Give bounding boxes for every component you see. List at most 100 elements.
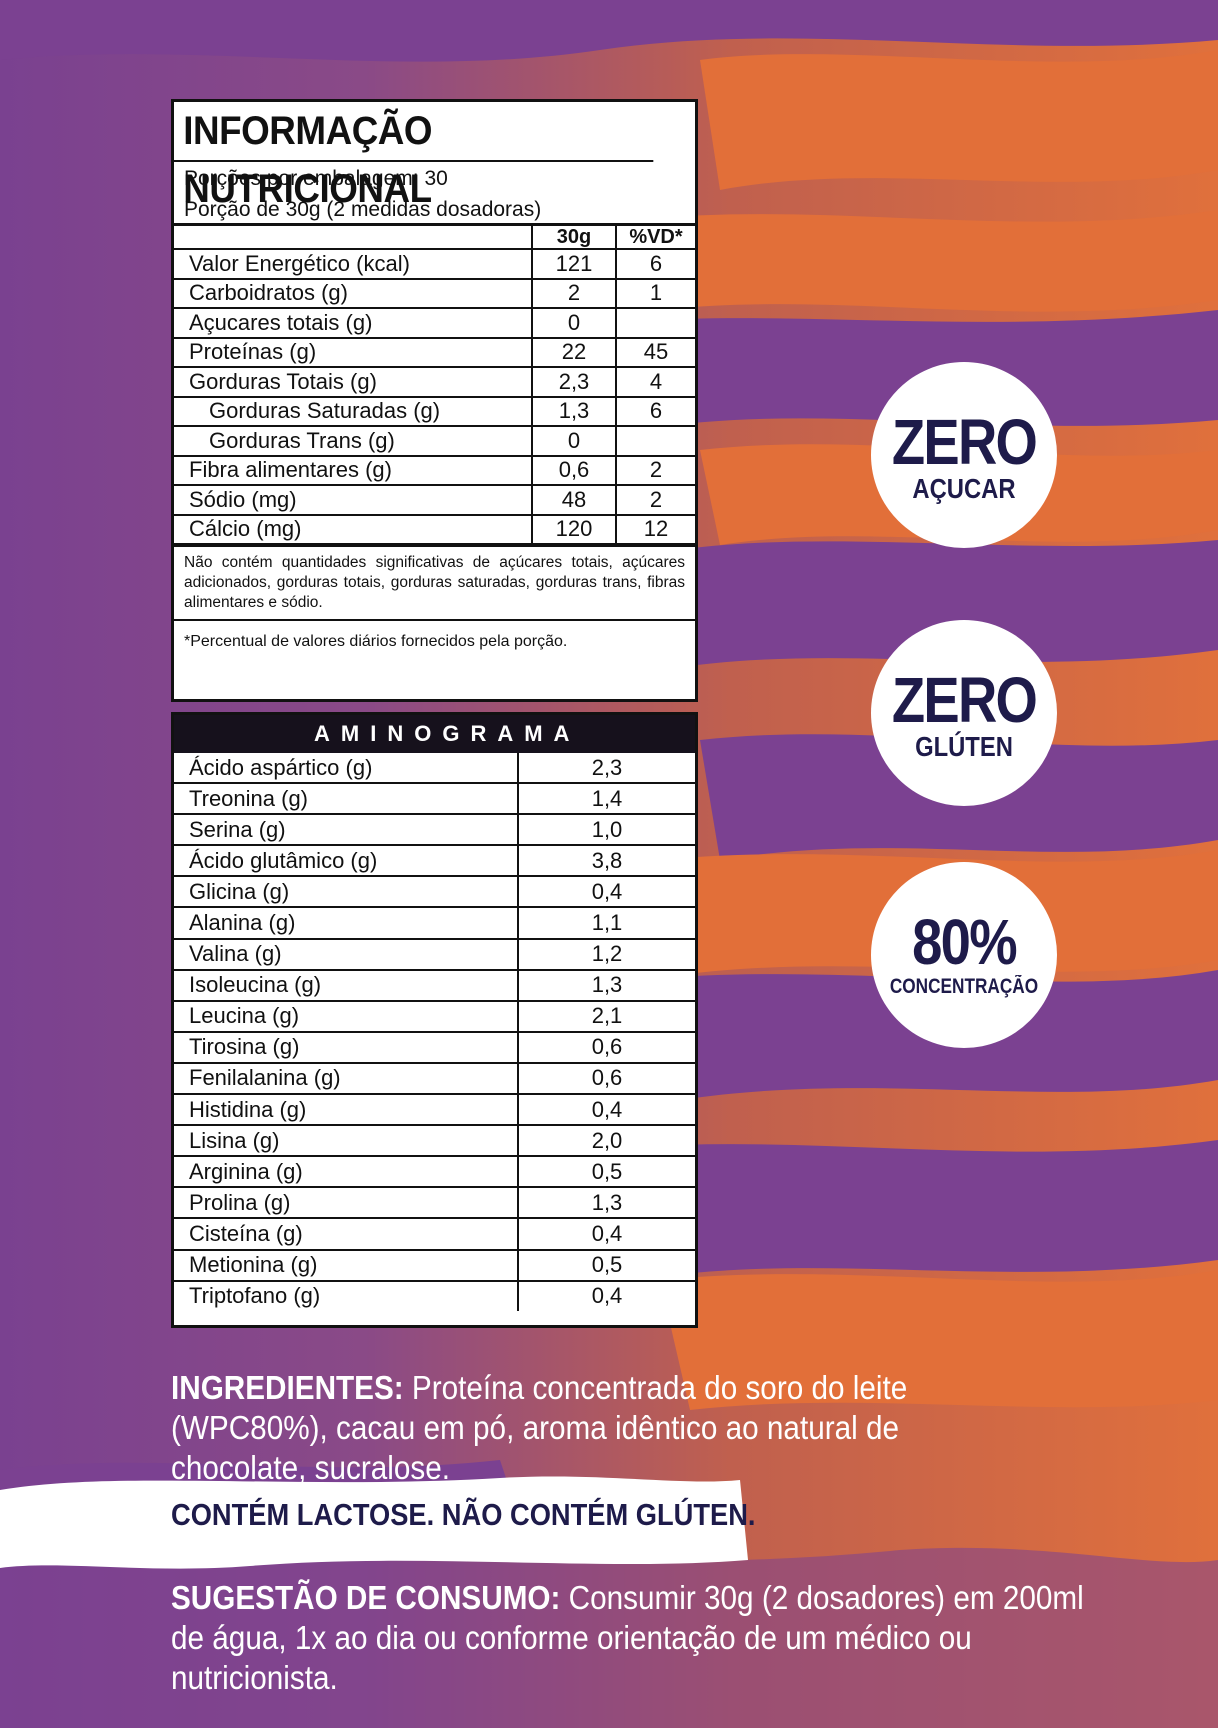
table-row: Isoleucina (g) 1,3 <box>174 968 695 1002</box>
amino-value: 0,5 <box>517 1248 695 1282</box>
amino-value: 2,1 <box>517 999 695 1033</box>
amino-value: 1,3 <box>517 968 695 1002</box>
lactose-warning: CONTÉM LACTOSE. NÃO CONTÉM GLÚTEN. <box>171 1497 756 1532</box>
nutrient-dv: 6 <box>615 395 695 427</box>
nutrient-dv <box>615 425 695 457</box>
nutrient-amount: 2 <box>531 277 617 309</box>
amino-value: 1,4 <box>517 782 695 816</box>
amino-name: Ácido glutâmico (g) <box>174 844 519 878</box>
table-row: Proteínas (g) 22 45 <box>174 336 695 368</box>
table-row: Triptofano (g) 0,4 <box>174 1279 695 1311</box>
nutrition-header-row: 30g %VD* <box>174 226 695 250</box>
nutrient-dv: 12 <box>615 513 695 545</box>
nutrient-dv <box>615 307 695 339</box>
nutrient-name: Gorduras Totais (g) <box>174 366 533 398</box>
nutrient-name: Gorduras Saturadas (g) <box>174 395 533 427</box>
table-row: Leucina (g) 2,1 <box>174 999 695 1033</box>
badge-concentration: 80% CONCENTRAÇÃO <box>871 862 1057 1048</box>
badge-zero-gluten: ZERO GLÚTEN <box>871 620 1057 806</box>
amino-name: Arginina (g) <box>174 1155 519 1189</box>
table-row: Fenilalanina (g) 0,6 <box>174 1061 695 1096</box>
nutrient-amount: 121 <box>531 248 617 280</box>
aminogram-table: Ácido aspártico (g) 2,3 Treonina (g) 1,4 S… <box>174 753 695 1311</box>
amino-name: Lisina (g) <box>174 1124 519 1158</box>
amino-name: Glicina (g) <box>174 875 519 909</box>
amino-name: Fenilalanina (g) <box>174 1061 519 1096</box>
header-dv: %VD* <box>615 226 695 250</box>
badge-big-text: ZERO <box>891 406 1038 478</box>
amino-name: Leucina (g) <box>174 999 519 1033</box>
amino-name: Metionina (g) <box>174 1248 519 1282</box>
table-row: Gorduras Totais (g) 2,3 4 <box>174 366 695 398</box>
suggestion-text: Consumir 30g (2 dosadores) em 200ml de á… <box>171 1579 1084 1696</box>
nutrient-name: Fibra alimentares (g) <box>174 454 533 486</box>
table-row: Treonina (g) 1,4 <box>174 782 695 816</box>
nutrition-note: Não contém quantidades significativas de… <box>174 545 695 619</box>
nutrient-name: Proteínas (g) <box>174 336 533 368</box>
badge-small-text: GLÚTEN <box>915 731 1013 762</box>
amino-name: Cisteína (g) <box>174 1217 519 1251</box>
amino-name: Treonina (g) <box>174 782 519 816</box>
nutrient-amount: 2,3 <box>531 366 617 398</box>
ingredients-text: INGREDIENTES: Proteína concentrada do so… <box>171 1368 1035 1488</box>
nutrient-amount: 22 <box>531 336 617 368</box>
table-row: Gorduras Saturadas (g) 1,3 6 <box>174 395 695 427</box>
aminogram-title: AMINOGRAMA <box>174 715 695 753</box>
header-blank <box>174 226 533 250</box>
table-row: Glicina (g) 0,4 <box>174 875 695 909</box>
amino-value: 1,1 <box>517 906 695 940</box>
nutrient-dv: 6 <box>615 248 695 280</box>
table-row: Alanina (g) 1,1 <box>174 906 695 940</box>
amino-name: Tirosina (g) <box>174 1030 519 1064</box>
amino-name: Serina (g) <box>174 813 519 847</box>
amino-value: 1,3 <box>517 1186 695 1220</box>
nutrition-facts-panel: INFORMAÇÃO NUTRICIONAL Porções por embal… <box>171 99 698 702</box>
table-row: Histidina (g) 0,4 <box>174 1093 695 1127</box>
amino-name: Isoleucina (g) <box>174 968 519 1002</box>
table-row: Metionina (g) 0,5 <box>174 1248 695 1282</box>
nutrient-amount: 48 <box>531 484 617 516</box>
amino-value: 0,4 <box>517 1093 695 1127</box>
badge-small-text: CONCENTRAÇÃO <box>889 975 1039 998</box>
nutrient-dv: 2 <box>615 454 695 486</box>
table-row: Arginina (g) 0,5 <box>174 1155 695 1189</box>
table-row: Sódio (mg) 48 2 <box>174 484 695 516</box>
table-row: Lisina (g) 2,0 <box>174 1124 695 1158</box>
amino-value: 0,6 <box>517 1061 695 1096</box>
nutrient-amount: 0,6 <box>531 454 617 486</box>
ingredients-label: INGREDIENTES: <box>171 1369 404 1406</box>
serving-size: Porção de 30g (2 medidas dosadoras) <box>184 198 542 221</box>
nutrient-name: Sódio (mg) <box>174 484 533 516</box>
badge-big-text: 80% <box>912 906 1017 978</box>
nutrient-dv: 45 <box>615 336 695 368</box>
table-row: Cisteína (g) 0,4 <box>174 1217 695 1251</box>
table-row: Cálcio (mg) 120 12 <box>174 513 695 545</box>
amino-name: Valina (g) <box>174 937 519 971</box>
table-row: Valor Energético (kcal) 121 6 <box>174 248 695 280</box>
servings-per-package: Porções por embalagem: 30 <box>184 167 448 190</box>
amino-value: 0,6 <box>517 1030 695 1064</box>
table-row: Carboidratos (g) 2 1 <box>174 277 695 309</box>
table-row: Valina (g) 1,2 <box>174 937 695 971</box>
table-row: Serina (g) 1,0 <box>174 813 695 847</box>
ingredients-list: Proteína concentrada do soro do leite (W… <box>171 1369 908 1486</box>
amino-name: Histidina (g) <box>174 1093 519 1127</box>
table-row: Ácido aspártico (g) 2,3 <box>174 753 695 785</box>
serving-info: Porções por embalagem: 30 Porção de 30g … <box>174 162 695 226</box>
nutrient-amount: 0 <box>531 307 617 339</box>
amino-name: Alanina (g) <box>174 906 519 940</box>
amino-value: 3,8 <box>517 844 695 878</box>
amino-value: 0,5 <box>517 1155 695 1189</box>
table-row: Fibra alimentares (g) 0,6 2 <box>174 454 695 486</box>
aminogram-panel: AMINOGRAMA Ácido aspártico (g) 2,3 Treoni… <box>171 712 698 1328</box>
nutrient-dv: 1 <box>615 277 695 309</box>
amino-value: 1,0 <box>517 813 695 847</box>
nutrient-dv: 2 <box>615 484 695 516</box>
nutrient-amount: 1,3 <box>531 395 617 427</box>
nutrient-amount: 0 <box>531 425 617 457</box>
nutrient-dv: 4 <box>615 366 695 398</box>
amino-value: 0,4 <box>517 875 695 909</box>
badge-zero-sugar: ZERO AÇUCAR <box>871 362 1057 548</box>
nutrient-name: Valor Energético (kcal) <box>174 248 533 280</box>
